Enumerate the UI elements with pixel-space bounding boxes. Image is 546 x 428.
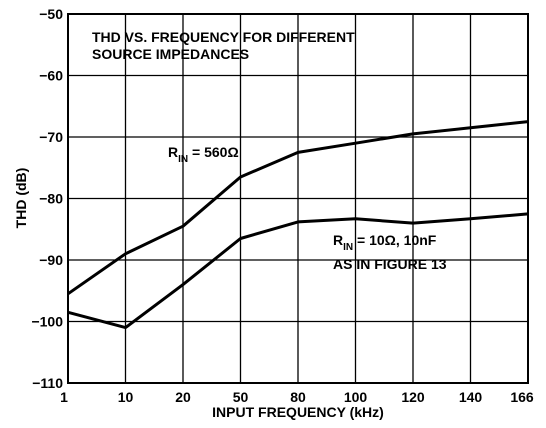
- series-lines: [67, 120, 529, 330]
- grid-lines: [68, 14, 528, 383]
- x-tick-label: 80: [290, 389, 306, 405]
- series-label-10: RIN = 10Ω, 10nF: [333, 232, 437, 253]
- series-label-560-sub: IN: [178, 154, 188, 165]
- y-tick-labels: −50 −60 −70 −80 −90 −100 −110: [31, 6, 63, 391]
- y-tick-label: −80: [39, 191, 63, 207]
- series-label-10-sub: IN: [343, 242, 353, 253]
- x-tick-label: 10: [118, 389, 134, 405]
- plot-frame: [67, 13, 529, 384]
- x-tick-label: 1: [60, 389, 68, 405]
- series-line-10-ohm-10nf: [67, 212, 529, 330]
- chart-title: THD VS. FREQUENCY FOR DIFFERENT: [92, 29, 355, 45]
- series-label-560: RIN = 560Ω: [168, 144, 239, 165]
- x-tick-label: 20: [175, 389, 191, 405]
- chart-title-line2: SOURCE IMPEDANCES: [92, 46, 249, 62]
- x-axis-title: INPUT FREQUENCY (kHz): [212, 404, 384, 420]
- x-tick-label: 120: [401, 389, 425, 405]
- x-tick-label: 166: [510, 389, 534, 405]
- y-tick-label: −50: [39, 6, 63, 22]
- series-label-10-rest: = 10Ω, 10nF: [353, 232, 437, 248]
- y-tick-label: −60: [39, 68, 63, 84]
- series-label-10-line2: AS IN FIGURE 13: [333, 256, 447, 272]
- series-label-10-main: R: [333, 232, 343, 248]
- y-axis-title: THD (dB): [13, 168, 29, 229]
- series-label-560-rest: = 560Ω: [188, 144, 239, 160]
- y-tick-label: −90: [39, 252, 63, 268]
- x-tick-label: 100: [344, 389, 368, 405]
- x-tick-labels: 1 10 20 50 80 100 120 140 166: [60, 389, 534, 405]
- series-label-560-main: R: [168, 144, 178, 160]
- y-tick-label: −110: [32, 375, 63, 391]
- x-tick-label: 140: [459, 389, 483, 405]
- x-tick-label: 50: [233, 389, 249, 405]
- y-tick-label: −70: [39, 129, 63, 145]
- series-line-560-ohm: [67, 120, 529, 296]
- y-tick-label: −100: [31, 314, 63, 330]
